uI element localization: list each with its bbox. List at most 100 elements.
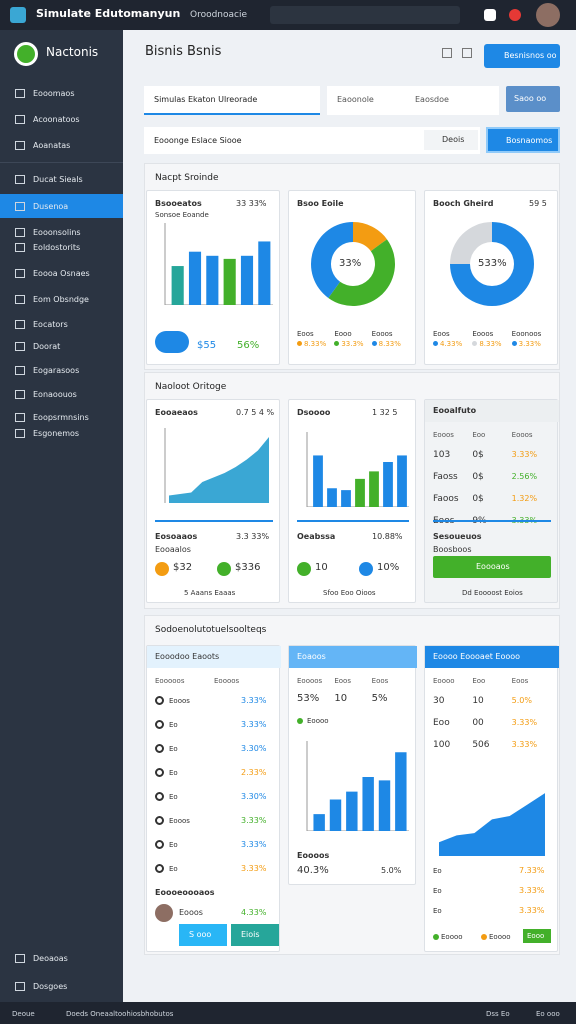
nav-item[interactable]: Eom Obsndge — [33, 295, 89, 304]
logo — [10, 7, 26, 23]
chart — [306, 432, 409, 507]
nav-item[interactable]: Eooonsolins — [33, 228, 81, 237]
status-bar: Deoue Doeds Oneaaltoohiosbhobutos Dss Eo Eo… — [0, 1002, 576, 1024]
legend-value: 8.33% — [479, 340, 502, 348]
footer-title: Eosoaaos — [155, 532, 198, 541]
stat-icon — [297, 562, 311, 576]
cell: 103 — [433, 450, 451, 460]
nav-item[interactable]: Eooomaos — [33, 89, 75, 98]
progress — [297, 520, 409, 522]
nav-item[interactable]: Esgonemos — [33, 429, 80, 438]
nav-item[interactable]: Eoopsrmnsins — [33, 413, 89, 422]
chart — [450, 222, 534, 306]
card-title: Bsooeatos — [155, 199, 202, 208]
nav-item[interactable]: Eoldostorits — [33, 243, 81, 252]
donut-center: 533% — [478, 258, 507, 269]
header-button-label: Besnisnos oo — [504, 51, 557, 60]
nav-item[interactable]: Eoooa Osnaes — [33, 269, 90, 278]
cell: Eo — [169, 745, 178, 753]
action-button[interactable]: S ooo — [179, 924, 227, 946]
stat-value: $336 — [235, 562, 261, 573]
nav-footer-item[interactable]: Dosgoes — [33, 982, 68, 991]
icon-notify[interactable] — [509, 9, 521, 21]
nav-icon — [15, 320, 25, 329]
nav-item[interactable]: Eogarasoos — [33, 366, 80, 375]
action-button-label: Eoooaos — [476, 562, 510, 571]
nav-icon — [15, 175, 25, 184]
search-field[interactable]: Eooonge Eslace Siooe Deois — [144, 127, 480, 154]
note: Sfoo Eoo Oioos — [323, 589, 376, 597]
card: Booch Gheird 59 5 533% Eoos 4.33% Eooos 8.33% E… — [424, 190, 558, 365]
nav-item[interactable]: Eonaoouos — [33, 390, 77, 399]
cell: 2.33% — [241, 768, 267, 777]
pill[interactable] — [155, 331, 189, 353]
icon — [462, 48, 472, 58]
card-title: Dsoooo — [297, 408, 331, 417]
legend-dot — [481, 934, 487, 940]
apply-button[interactable]: Saoo oo — [506, 86, 560, 112]
nav-item[interactable]: Ducat Sieals — [33, 175, 83, 184]
stat-value: $55 — [197, 340, 217, 351]
icon-home[interactable] — [484, 9, 496, 21]
search-box[interactable] — [270, 6, 460, 24]
cell: 53% — [297, 693, 320, 704]
bar — [369, 471, 379, 507]
column-header: Eoos — [511, 677, 529, 685]
card-title: Eooalfuto — [433, 406, 477, 415]
select[interactable]: Simulas Ekaton Ulreorade — [144, 86, 320, 115]
footer-title: Oeabssa — [297, 532, 336, 541]
date-range[interactable]: Eaoonole Eaosdoe — [327, 86, 499, 115]
nav-icon — [15, 228, 25, 237]
card: Bsoo Eoile 33% Eoos 8.33% Eooo 33.3% Eooos 8.33… — [288, 190, 416, 365]
progress — [155, 520, 273, 522]
footer-title: Eoooos — [297, 851, 330, 860]
bar — [378, 780, 391, 831]
status-text: Doeds Oneaaltoohiosbhobutos — [66, 1010, 174, 1018]
bar — [258, 241, 271, 305]
search-action[interactable]: Deois — [424, 130, 478, 150]
legend-label: Eoos — [433, 330, 450, 338]
action-button[interactable]: Eiois — [231, 924, 279, 946]
area — [439, 793, 545, 856]
footer-sub: Boosboos — [433, 545, 472, 554]
search-button[interactable]: Bosnaomos — [486, 127, 560, 153]
nav-item[interactable]: Aoanatas — [33, 141, 71, 150]
stat-value: 56% — [237, 340, 260, 351]
cell: Faoss — [433, 472, 458, 482]
footer-sub: Eooaalos — [155, 545, 191, 554]
action-button[interactable]: Eooo — [523, 929, 551, 943]
cell: Eo — [433, 887, 442, 895]
action-button-label: Eiois — [241, 930, 260, 939]
card-title: Booch Gheird — [433, 199, 494, 208]
app-subtitle: Oroodnoacie — [190, 10, 248, 20]
nav-item[interactable]: Dusenoa — [33, 202, 69, 211]
nav-item[interactable]: Eocators — [33, 320, 68, 329]
row-icon — [155, 840, 164, 849]
action-button[interactable]: Eoooaos — [433, 556, 551, 578]
card-header — [289, 646, 417, 668]
legend-dot — [334, 341, 340, 346]
header-button[interactable]: Besnisnos oo — [484, 44, 560, 68]
sidebar: Nactonis Eooomaos Acoonatoos Aoanatas Ducat … — [0, 30, 123, 1002]
nav-icon — [15, 390, 25, 399]
bar — [383, 462, 393, 507]
card-value: 0.7 5 4 % — [236, 408, 275, 417]
card: Eoooo Eoooaet Eoooo Eoooo Eoo Eoos 30 10 5.0% E… — [424, 645, 559, 952]
column-header: Eoo — [472, 677, 486, 685]
cell: 3.33% — [519, 906, 545, 915]
cell: Eo — [169, 865, 178, 873]
nav-item[interactable]: Acoonatoos — [33, 115, 80, 124]
nav-footer-item[interactable]: Deoaoas — [33, 954, 68, 963]
bar — [341, 490, 351, 507]
donut-center: 33% — [339, 258, 362, 269]
card: Dsoooo 1 32 5 Oeabssa 10.88% 10 10% Sfoo Eoo O… — [288, 399, 416, 603]
cell: 3.30% — [241, 744, 267, 753]
cell: 3.33% — [511, 740, 538, 749]
column-header: Eooos — [511, 431, 533, 439]
nav-item[interactable]: Doorat — [33, 342, 61, 351]
nav-icon — [15, 115, 25, 124]
avatar[interactable] — [536, 3, 560, 27]
cell: 3.30% — [241, 792, 267, 801]
bar — [313, 814, 325, 831]
